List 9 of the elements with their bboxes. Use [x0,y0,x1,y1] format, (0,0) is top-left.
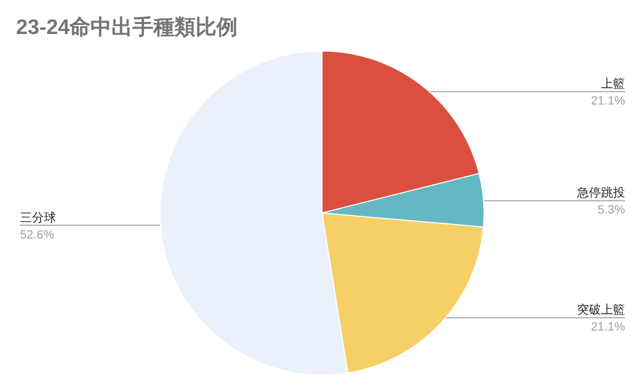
data-label: 52.6% [20,227,54,242]
data-label: 5.3% [598,202,626,217]
data-label: 21.1% [590,94,626,108]
slice-label: 上籃 [601,76,625,91]
chart-title: 23-24命中出手種類比例 [16,16,238,39]
slice-label: 急停跳投 [576,186,625,200]
data-label: 21.1% [590,320,626,334]
slice-label: 突破上籃 [577,302,625,317]
slice-label: 三分球 [20,210,56,224]
